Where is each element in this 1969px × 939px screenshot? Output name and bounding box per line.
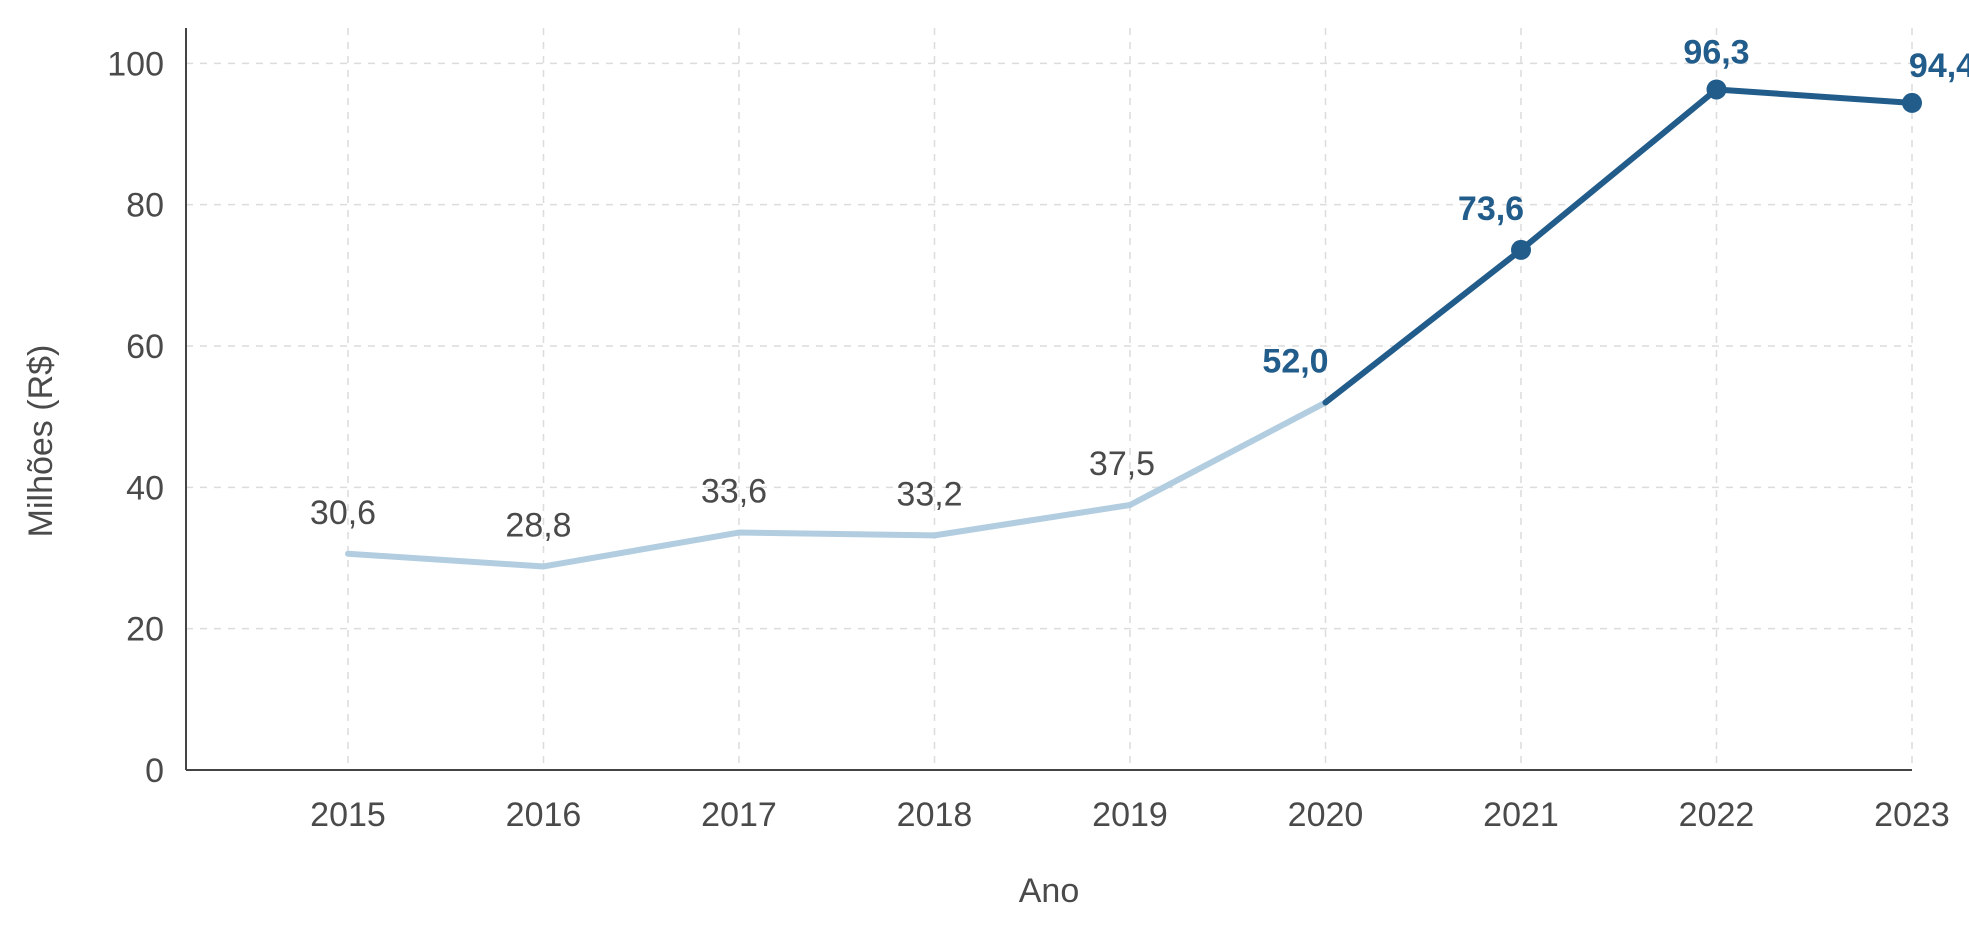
y-axis-title: Milhões (R$) — [22, 345, 60, 538]
data-label: 96,3 — [1683, 33, 1749, 71]
data-markers — [1511, 79, 1922, 260]
y-tick-label: 60 — [126, 328, 164, 366]
data-labels: 30,6 28,8 33,6 33,2 37,5 52,0 73,6 96,3 94,4 — [310, 33, 1969, 544]
series-line-dark — [1322, 86, 1915, 406]
y-tick-label: 100 — [107, 45, 164, 83]
axes — [185, 28, 1912, 771]
grid-lines — [186, 28, 1913, 770]
y-tick-label: 40 — [126, 469, 164, 507]
x-tick-label: 2020 — [1288, 796, 1364, 834]
y-tick-labels: 0 20 40 60 80 100 — [107, 45, 164, 790]
x-tick-labels: 2015 2016 2017 2018 2019 2020 2021 2022 2023 — [310, 796, 1950, 834]
y-tick-label: 80 — [126, 187, 164, 225]
x-tick-label: 2016 — [506, 796, 582, 834]
x-tick-label: 2021 — [1483, 796, 1559, 834]
series-line-light — [345, 399, 1329, 570]
y-tick-label: 20 — [126, 611, 164, 649]
data-point — [1706, 79, 1727, 100]
x-tick-label: 2018 — [897, 796, 973, 834]
x-tick-label: 2015 — [310, 796, 386, 834]
data-label: 33,6 — [701, 473, 767, 511]
data-label: 37,5 — [1089, 445, 1155, 483]
data-point — [1511, 239, 1531, 260]
data-label: 73,6 — [1458, 190, 1524, 228]
data-label: 28,8 — [505, 506, 571, 544]
x-tick-label: 2023 — [1874, 796, 1950, 834]
data-label: 52,0 — [1262, 343, 1328, 381]
x-axis-title: Ano — [1019, 872, 1080, 910]
data-point — [1902, 92, 1922, 113]
x-tick-label: 2017 — [701, 796, 777, 834]
data-label: 30,6 — [310, 494, 376, 532]
x-tick-label: 2019 — [1092, 796, 1168, 834]
x-tick-label: 2022 — [1679, 796, 1755, 834]
data-label: 33,2 — [896, 475, 962, 513]
series-line — [345, 86, 1915, 570]
data-label: 94,4 — [1909, 47, 1969, 85]
y-tick-label: 0 — [145, 752, 164, 790]
